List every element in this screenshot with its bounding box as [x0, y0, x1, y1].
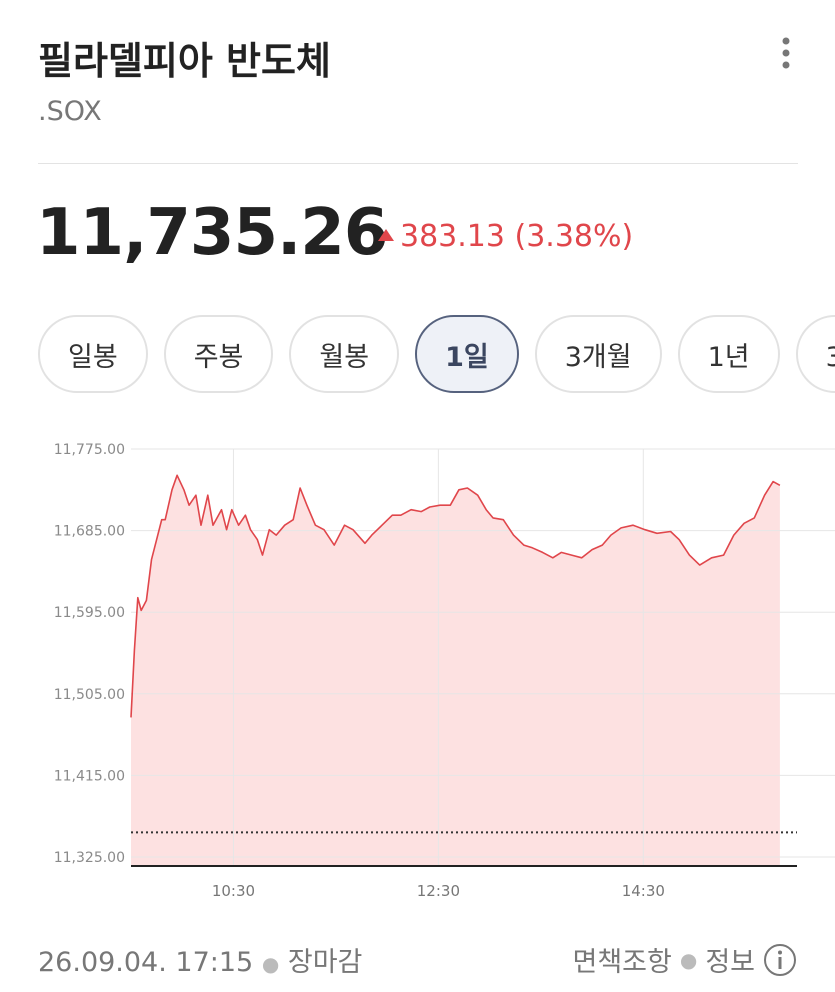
area [131, 475, 780, 866]
divider [38, 163, 798, 164]
x-tick-label: 12:30 [417, 882, 460, 900]
y-tick-label: 11,685.00 [54, 524, 125, 540]
symbol: .SOX [38, 96, 102, 127]
footer-links: 면책조항 ● 정보 [572, 940, 797, 979]
chart: 11,325.00 11,415.00 11,505.00 11,595.00 11,6… [54, 442, 835, 900]
market-status: 장마감 [287, 947, 363, 978]
up-arrow [378, 229, 394, 241]
timestamp: 26.09.04. 17:15 [38, 947, 254, 978]
period-tab[interactable]: 3개월 [534, 315, 662, 393]
footer-status: 26.09.04. 17:15 ● 장마감 [38, 940, 362, 979]
period-tab[interactable]: 주봉 [163, 315, 274, 393]
y-tick-label: 11,505.00 [54, 687, 125, 703]
y-tick-label: 11,325.00 [54, 850, 125, 866]
separator: ● [679, 947, 698, 972]
info-link[interactable]: 정보 [705, 947, 755, 978]
price-line [130, 474, 781, 718]
disclaimer-link[interactable]: 면책조항 [572, 947, 672, 978]
separator: ● [261, 952, 280, 976]
period-tab[interactable]: 1일 [415, 315, 519, 393]
y-tick-label: 11,775.00 [54, 442, 125, 458]
price-change: 383.13 (3.38%) [400, 219, 634, 254]
title: 필라델피아 반도체 [38, 39, 331, 83]
more-menu[interactable] [776, 36, 796, 72]
period-tab[interactable]: 3년 [795, 315, 835, 393]
price: 11,735.26 [36, 196, 388, 270]
y-tick-label: 11,595.00 [54, 605, 125, 621]
period-tab[interactable]: 1년 [677, 315, 780, 393]
period-tabs: 일봉주봉월봉1일3개월1년3년 [38, 315, 835, 399]
y-tick-label: 11,415.00 [54, 768, 125, 784]
period-tab[interactable]: 일봉 [38, 315, 148, 393]
x-tick-label: 10:30 [212, 882, 255, 900]
info-icon[interactable] [763, 943, 797, 977]
period-tab[interactable]: 월봉 [289, 315, 400, 393]
x-tick-label: 14:30 [622, 882, 665, 900]
